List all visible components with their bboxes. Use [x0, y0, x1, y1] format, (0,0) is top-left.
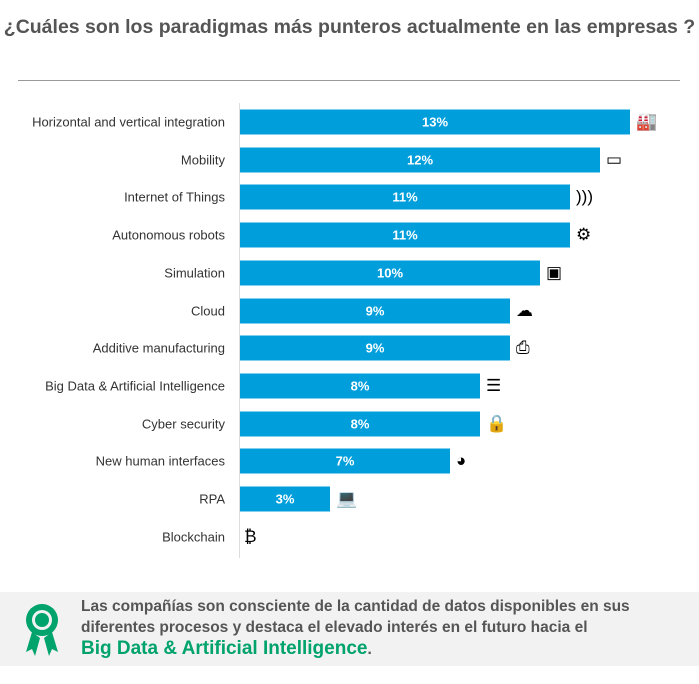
category-label: RPA — [199, 491, 225, 507]
3d-printer-icon: ⎙ — [516, 338, 530, 358]
category-label: Autonomous robots — [112, 227, 225, 243]
data-label: 9% — [365, 303, 385, 318]
factory-icon: 🏭 — [636, 112, 658, 131]
bar — [240, 184, 570, 210]
bar — [240, 222, 570, 248]
cloud-icon: ☁ — [516, 300, 533, 320]
robot-arm-icon: ⚙ — [576, 225, 592, 245]
footer-text: Las compañías son consciente de la canti… — [81, 596, 691, 660]
title-divider — [18, 80, 680, 81]
chart-title: ¿Cuáles son los paradigmas más punteros … — [3, 16, 696, 38]
category-label: Internet of Things — [124, 189, 225, 205]
data-label: 8% — [350, 378, 370, 394]
data-label: 3% — [275, 491, 295, 507]
category-label: Big Data & Artificial Intelligence — [45, 378, 225, 394]
award-ribbon-icon — [26, 604, 58, 656]
wifi-signal-icon: ))) — [576, 187, 593, 207]
bar — [240, 448, 450, 474]
bar — [240, 411, 480, 437]
category-label: Cyber security — [141, 416, 225, 432]
data-label: 13% — [421, 114, 449, 130]
category-label: Blockchain — [162, 529, 225, 545]
category-label: Simulation — [164, 265, 225, 281]
mobile-devices-icon: ▭ — [606, 149, 623, 169]
vr-headset-icon: ◕ — [456, 451, 467, 471]
laptop-icon: 💻 — [336, 489, 358, 508]
footer-end: . — [367, 641, 372, 658]
data-label: 7% — [335, 453, 355, 469]
category-label: Mobility — [180, 152, 225, 168]
data-tray-icon: ☰ — [486, 375, 502, 395]
footer-highlight: Big Data & Artificial Intelligence — [81, 638, 368, 659]
footer-banner: Las compañías son consciente de la canti… — [0, 592, 699, 666]
category-label: Cloud — [191, 303, 225, 318]
category-label: Horizontal and vertical integration — [32, 114, 225, 130]
bar — [240, 260, 540, 286]
data-label: 11% — [392, 227, 418, 243]
bar — [240, 298, 510, 323]
data-label: 12% — [406, 152, 434, 168]
data-label: 9% — [365, 340, 385, 356]
y-axis-line — [239, 103, 240, 558]
data-label: 11% — [392, 189, 418, 205]
simulation-icon: ▣ — [546, 262, 563, 282]
footer-body: Las compañías son consciente de la canti… — [81, 598, 630, 636]
bar — [240, 373, 480, 399]
bar — [240, 486, 330, 512]
bar-chart: Horizontal and vertical integration 13% 🏭 M… — [32, 109, 658, 546]
data-label: 10% — [376, 265, 404, 281]
bitcoin-icon: ₿ — [244, 526, 257, 546]
bar — [240, 147, 600, 173]
bar — [240, 335, 510, 361]
lock-icon: 🔒 — [486, 413, 508, 433]
bar — [240, 109, 630, 135]
data-label: 8% — [350, 416, 370, 432]
category-label: New human interfaces — [95, 453, 225, 469]
category-label: Additive manufacturing — [92, 340, 225, 356]
